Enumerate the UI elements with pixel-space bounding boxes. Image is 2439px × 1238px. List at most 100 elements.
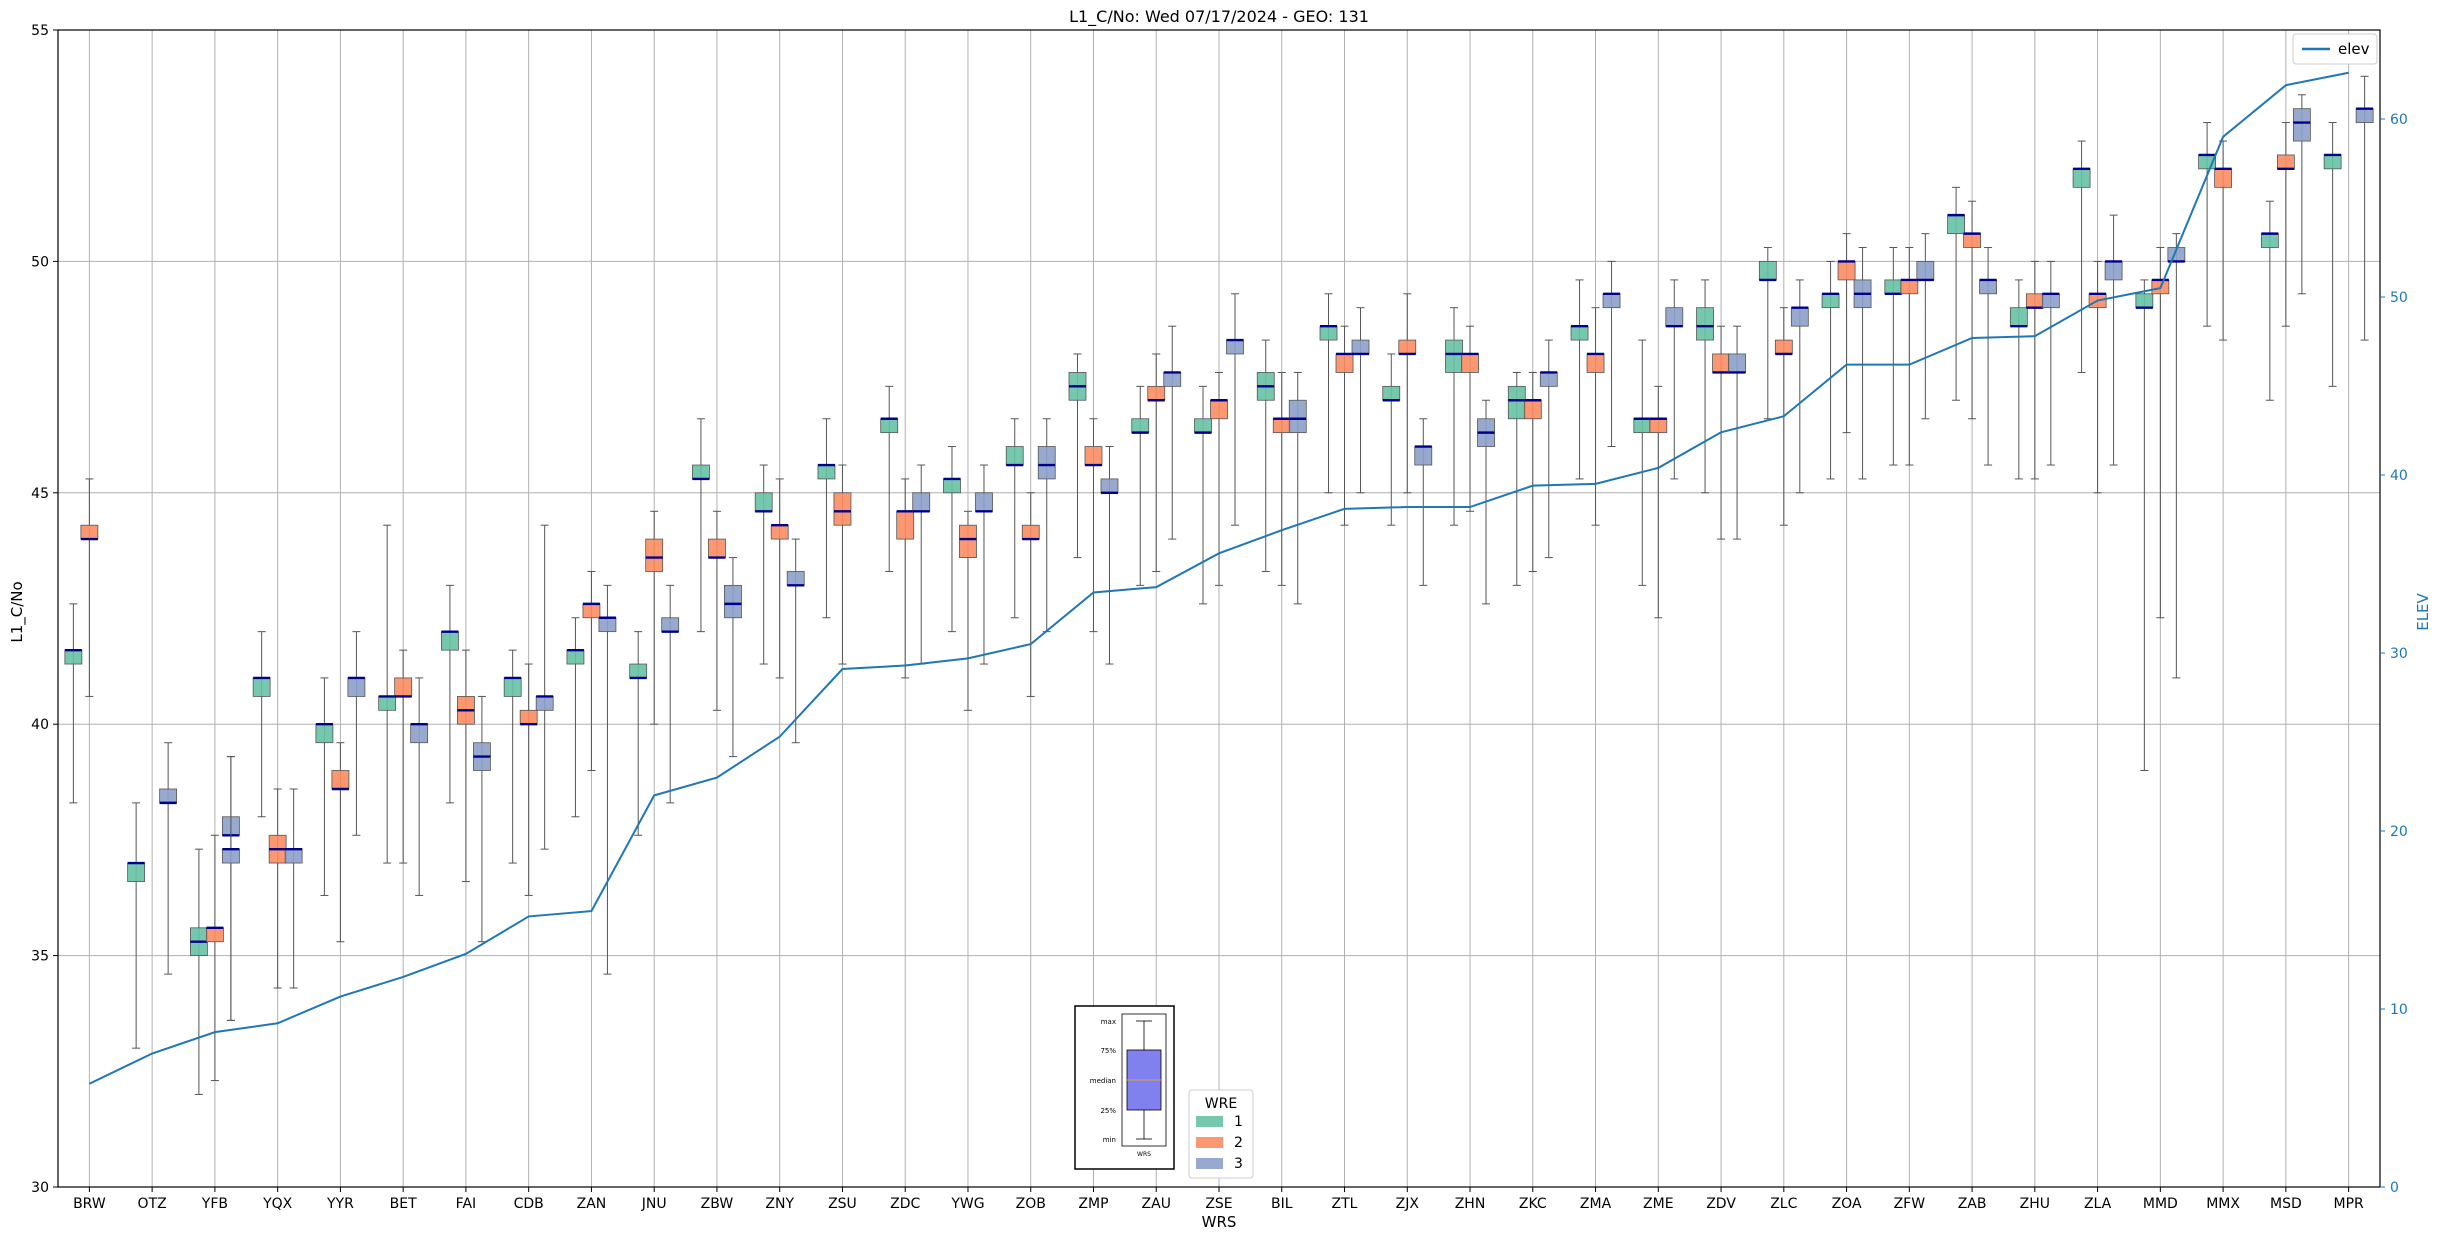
box-MPR-wre3 [2355, 75, 2374, 341]
box-ZTL-wre3 [1351, 307, 1370, 494]
inset-label-q3: 75% [1100, 1047, 1116, 1055]
box-iqr [692, 464, 710, 480]
x-tick-label: ZHN [1455, 1196, 1486, 1212]
box-iqr [629, 663, 648, 679]
box-iqr [661, 617, 680, 633]
box-iqr [1351, 339, 1370, 355]
box-YFB-wre3 [221, 756, 240, 1021]
box-ZJX-wre3 [1414, 418, 1433, 586]
box-ZAB-wre3 [1979, 247, 1997, 466]
box-ZHN-wre1 [1445, 307, 1463, 526]
x-tick-label: ZMP [1078, 1196, 1108, 1212]
elev-legend-frame [2292, 33, 2378, 65]
x-tick-label: OTZ [138, 1196, 167, 1212]
box-YYR-wre3 [347, 631, 366, 836]
wre-legend-title: WRE [1205, 1096, 1237, 1112]
box-iqr [833, 492, 852, 526]
box-iqr [2323, 154, 2342, 170]
x-tick-label: YWG [950, 1196, 984, 1212]
wre-legend-frame [1188, 1089, 1254, 1179]
y2-tick-label: 60 [2390, 112, 2408, 128]
x-tick-label: ZSE [1205, 1196, 1232, 1212]
box-ZAB-wre1 [1947, 186, 1965, 401]
x-tick-labels: BRW OTZ YFB YQX YYR BET FAI CDB ZAN JNU ZBW ZNY ZSU Z… [73, 1187, 2364, 1212]
box-FAI-wre3 [473, 695, 491, 943]
box-iqr [2292, 108, 2311, 142]
y-tick-label: 30 [31, 1180, 49, 1196]
box-ZKC-wre3 [1539, 339, 1558, 559]
box-ZTL-wre1 [1319, 293, 1338, 494]
box-iqr [1194, 418, 1212, 434]
box-iqr [2260, 233, 2279, 248]
y-tick-label: 35 [31, 949, 49, 965]
y2-tick-labels: 0 10 20 30 40 50 60 [2380, 112, 2408, 1196]
box-iqr [441, 631, 459, 651]
box-iqr [2041, 293, 2060, 309]
elev-legend-label: elev [2338, 40, 2370, 58]
box-iqr [770, 524, 789, 540]
box-ZAU-wre3 [1163, 325, 1182, 540]
box-iqr [1712, 353, 1730, 373]
box-iqr [1084, 446, 1103, 466]
x-tick-label: ZTL [1332, 1196, 1358, 1212]
x-tick-label: ZAU [1142, 1196, 1171, 1212]
box-iqr [1884, 279, 1903, 295]
box-ZJX-wre1 [1382, 353, 1401, 526]
box-ZMP-wre1 [1068, 353, 1087, 559]
elev-line-series [88, 71, 2349, 1085]
box-ZAN-wre1 [566, 617, 585, 818]
box-ZHU-wre1 [2009, 279, 2028, 480]
box-ZOB-wre1 [1005, 418, 1024, 619]
box-iqr [2276, 154, 2295, 170]
box-iqr [1335, 353, 1354, 373]
x-tick-label: ZFW [1894, 1196, 1926, 1212]
box-iqr [1837, 260, 1856, 281]
box-iqr [1147, 385, 1166, 401]
x-tick-label: ZDV [1706, 1196, 1736, 1212]
box-iqr [1226, 339, 1244, 355]
box-ZSE-wre1 [1194, 385, 1212, 605]
box-iqr [912, 492, 931, 512]
y2-tick-label: 10 [2390, 1002, 2408, 1018]
box-iqr [519, 709, 538, 725]
x-tick-label: ZLC [1770, 1196, 1797, 1212]
box-MMD-wre3 [2167, 233, 2186, 679]
box-ZAN-wre2 [582, 570, 601, 771]
box-ZLA-wre2 [2088, 260, 2107, 494]
y2-tick-label: 50 [2390, 290, 2408, 306]
box-iqr [1821, 293, 1840, 309]
box-iqr [1382, 385, 1401, 401]
inset-label-median: median [1090, 1077, 1116, 1085]
box-iqr [1507, 385, 1526, 420]
box-YWG-wre2 [959, 510, 977, 711]
box-iqr [1586, 353, 1605, 373]
box-ZSU-wre1 [817, 418, 836, 619]
box-MSD-wre1 [2260, 200, 2279, 401]
box-MSD-wre3 [2292, 94, 2311, 295]
box-iqr [1665, 307, 1684, 327]
box-ZOA-wre1 [1821, 260, 1840, 480]
box-iqr [159, 788, 178, 804]
box-iqr [1005, 446, 1024, 466]
box-MSD-wre2 [2276, 122, 2295, 327]
box-iqr [331, 770, 350, 790]
box-ZJX-wre2 [1398, 293, 1417, 494]
box-iqr [221, 848, 240, 864]
box-MMD-wre2 [2151, 247, 2170, 619]
box-iqr [598, 617, 617, 633]
y2-tick-label: 0 [2390, 1180, 2399, 1196]
y-axis-label: L1_C/No [8, 581, 27, 642]
box-iqr [1633, 418, 1652, 434]
inset-label-max: max [1101, 1018, 1116, 1026]
y2-axis-label: ELEV [2414, 592, 2432, 630]
box-iqr [645, 538, 664, 572]
box-iqr [2214, 168, 2233, 188]
y2-tick-label: 20 [2390, 824, 2408, 840]
box-FAI-wre1 [441, 584, 459, 804]
y-tick-label: 50 [31, 254, 49, 270]
box-iqr [410, 723, 429, 744]
box-iqr [1037, 446, 1056, 480]
box-iqr [2135, 293, 2154, 309]
box-iqr [1398, 339, 1417, 355]
x-tick-label: JNU [641, 1196, 667, 1212]
